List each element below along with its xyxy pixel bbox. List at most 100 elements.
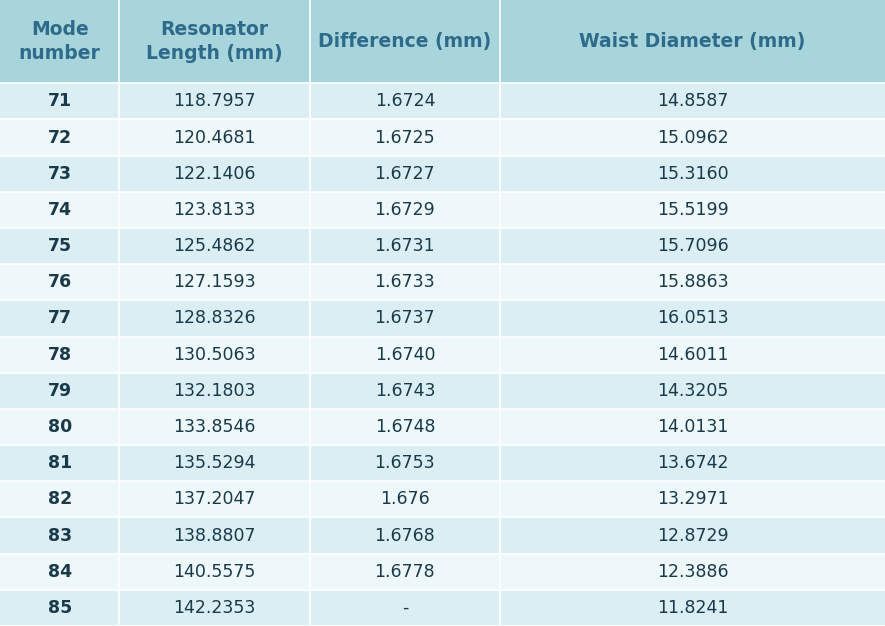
Text: 14.6011: 14.6011 bbox=[657, 346, 728, 364]
Text: 122.1406: 122.1406 bbox=[173, 165, 256, 183]
Bar bbox=[500, 228, 885, 264]
Text: 130.5063: 130.5063 bbox=[173, 346, 256, 364]
Bar bbox=[500, 372, 885, 409]
Bar bbox=[119, 553, 310, 590]
Bar bbox=[310, 156, 500, 192]
Bar bbox=[0, 228, 119, 264]
Bar bbox=[119, 409, 310, 445]
Bar bbox=[119, 156, 310, 192]
Text: 15.3160: 15.3160 bbox=[657, 165, 728, 183]
Bar bbox=[119, 0, 310, 83]
Bar bbox=[0, 83, 119, 120]
Bar bbox=[0, 553, 119, 590]
Text: 14.8587: 14.8587 bbox=[657, 93, 728, 110]
Text: 74: 74 bbox=[48, 201, 72, 219]
Text: 1.6740: 1.6740 bbox=[374, 346, 435, 364]
Bar bbox=[310, 518, 500, 553]
Text: 1.6731: 1.6731 bbox=[374, 237, 435, 255]
Text: 73: 73 bbox=[48, 165, 72, 183]
Text: 72: 72 bbox=[48, 128, 72, 146]
Bar bbox=[119, 83, 310, 120]
Text: 1.6733: 1.6733 bbox=[374, 274, 435, 291]
Bar bbox=[0, 0, 119, 83]
Bar bbox=[500, 83, 885, 120]
Bar bbox=[310, 228, 500, 264]
Text: 15.5199: 15.5199 bbox=[657, 201, 728, 219]
Text: 1.6724: 1.6724 bbox=[374, 93, 435, 110]
Text: 12.3886: 12.3886 bbox=[657, 563, 728, 581]
Bar bbox=[0, 156, 119, 192]
Text: -: - bbox=[402, 599, 408, 617]
Text: 1.6727: 1.6727 bbox=[374, 165, 435, 183]
Bar bbox=[310, 120, 500, 156]
Bar bbox=[0, 192, 119, 228]
Bar bbox=[119, 300, 310, 337]
Text: 83: 83 bbox=[48, 526, 72, 545]
Text: 14.0131: 14.0131 bbox=[657, 418, 728, 436]
Text: 123.8133: 123.8133 bbox=[173, 201, 256, 219]
Bar bbox=[500, 590, 885, 626]
Bar bbox=[0, 372, 119, 409]
Text: 15.8863: 15.8863 bbox=[657, 274, 728, 291]
Text: 76: 76 bbox=[48, 274, 72, 291]
Text: 84: 84 bbox=[48, 563, 72, 581]
Text: 120.4681: 120.4681 bbox=[173, 128, 256, 146]
Text: 118.7957: 118.7957 bbox=[173, 93, 256, 110]
Text: 78: 78 bbox=[48, 346, 72, 364]
Bar bbox=[500, 553, 885, 590]
Bar bbox=[119, 192, 310, 228]
Bar bbox=[310, 0, 500, 83]
Text: 1.6729: 1.6729 bbox=[374, 201, 435, 219]
Bar bbox=[500, 264, 885, 300]
Text: 15.7096: 15.7096 bbox=[657, 237, 728, 255]
Bar bbox=[0, 445, 119, 481]
Bar bbox=[119, 481, 310, 518]
Bar bbox=[310, 409, 500, 445]
Text: 1.6753: 1.6753 bbox=[374, 454, 435, 472]
Text: 12.8729: 12.8729 bbox=[657, 526, 728, 545]
Text: 77: 77 bbox=[48, 309, 72, 327]
Bar bbox=[0, 337, 119, 372]
Bar bbox=[0, 300, 119, 337]
Bar bbox=[500, 481, 885, 518]
Text: 14.3205: 14.3205 bbox=[657, 382, 728, 400]
Bar bbox=[310, 553, 500, 590]
Bar bbox=[310, 83, 500, 120]
Text: 79: 79 bbox=[48, 382, 72, 400]
Text: 133.8546: 133.8546 bbox=[173, 418, 256, 436]
Bar bbox=[119, 228, 310, 264]
Bar bbox=[310, 590, 500, 626]
Text: 85: 85 bbox=[48, 599, 72, 617]
Bar bbox=[119, 590, 310, 626]
Text: 128.8326: 128.8326 bbox=[173, 309, 256, 327]
Bar bbox=[0, 518, 119, 553]
Text: 142.2353: 142.2353 bbox=[173, 599, 256, 617]
Bar bbox=[500, 192, 885, 228]
Bar bbox=[0, 590, 119, 626]
Text: 1.6778: 1.6778 bbox=[374, 563, 435, 581]
Bar bbox=[500, 445, 885, 481]
Bar bbox=[119, 264, 310, 300]
Bar bbox=[310, 192, 500, 228]
Text: 80: 80 bbox=[48, 418, 72, 436]
Text: 127.1593: 127.1593 bbox=[173, 274, 256, 291]
Bar bbox=[0, 409, 119, 445]
Text: Difference (mm): Difference (mm) bbox=[319, 32, 491, 51]
Bar bbox=[119, 445, 310, 481]
Text: 137.2047: 137.2047 bbox=[173, 490, 256, 508]
Bar bbox=[0, 120, 119, 156]
Text: 11.8241: 11.8241 bbox=[657, 599, 728, 617]
Bar bbox=[310, 481, 500, 518]
Bar bbox=[500, 120, 885, 156]
Text: 13.2971: 13.2971 bbox=[657, 490, 728, 508]
Text: 135.5294: 135.5294 bbox=[173, 454, 256, 472]
Bar bbox=[310, 300, 500, 337]
Bar bbox=[310, 337, 500, 372]
Text: 71: 71 bbox=[48, 93, 72, 110]
Text: 1.6768: 1.6768 bbox=[374, 526, 435, 545]
Bar bbox=[500, 300, 885, 337]
Text: 75: 75 bbox=[48, 237, 72, 255]
Bar bbox=[0, 264, 119, 300]
Text: 1.6748: 1.6748 bbox=[374, 418, 435, 436]
Bar bbox=[119, 337, 310, 372]
